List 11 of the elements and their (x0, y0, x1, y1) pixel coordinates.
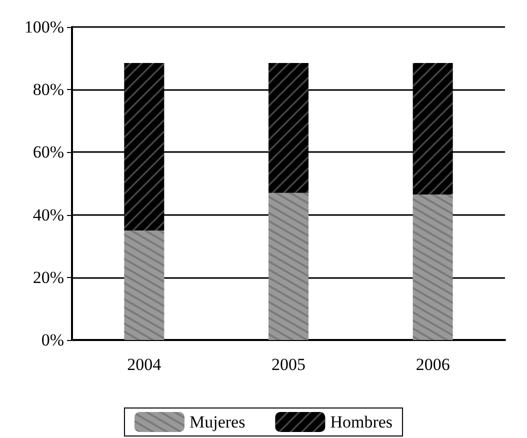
y-tick-label: 20% (32, 268, 64, 287)
y-tick-label: 0% (41, 330, 64, 350)
x-tick-label: 2004 (127, 355, 162, 374)
y-tick-label: 60% (32, 142, 64, 162)
legend-label: Hombres (330, 412, 393, 432)
y-tick-label: 100% (24, 18, 64, 36)
y-tick-label: 80% (32, 80, 64, 100)
x-tick-label: 2006 (416, 355, 450, 374)
x-tick-label: 2005 (272, 355, 306, 374)
y-tick-label: 40% (32, 205, 64, 224)
legend-label: Mujeres (189, 412, 246, 432)
